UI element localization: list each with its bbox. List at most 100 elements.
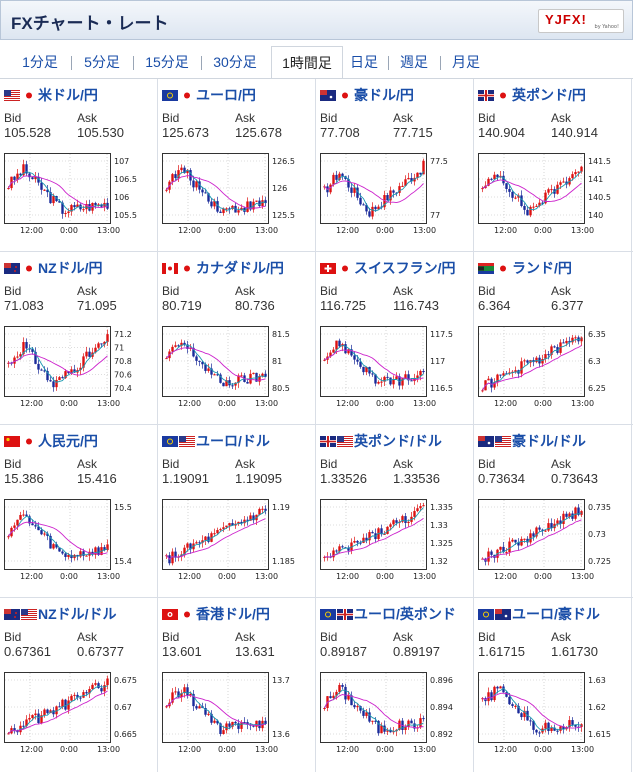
- pair-title-link[interactable]: 香港ドル/円: [162, 604, 270, 624]
- rate-card[interactable]: 米ドル/円 Bid Ask 105.528 105.530 107 106.5 106 105.…: [0, 79, 156, 251]
- y-tick-label: 1.62: [588, 703, 606, 712]
- tab-monthly[interactable]: 月足: [452, 54, 480, 70]
- rate-card[interactable]: ランド/円 Bid Ask 6.364 6.377 6.35 6.3 6.25 12:00 0:0…: [474, 252, 630, 424]
- pair-title-link[interactable]: NZドル/円: [4, 258, 103, 278]
- x-tick-label: 12:00: [20, 226, 43, 235]
- pair-title-link[interactable]: ユーロ/円: [162, 85, 256, 105]
- pair-title-link[interactable]: 人民元/円: [4, 431, 98, 451]
- rate-card[interactable]: ユーロ/豪ドル Bid Ask 1.61715 1.61730 1.63 1.62 1.615…: [474, 598, 630, 770]
- candle-body: [97, 683, 100, 689]
- bid-label: Bid: [320, 630, 338, 644]
- rate-grid: 米ドル/円 Bid Ask 105.528 105.530 107 106.5 106 105.…: [0, 78, 633, 772]
- candle-body: [344, 686, 347, 700]
- yjfx-logo[interactable]: YJFX! by Yahoo!: [538, 9, 624, 33]
- price-chart[interactable]: 0.735 0.73 0.725 12:00 0:00 13:00: [478, 499, 624, 585]
- y-tick-label: 116.5: [430, 384, 453, 393]
- tab-separator: [201, 56, 202, 70]
- candle-body: [222, 382, 225, 387]
- price-chart[interactable]: 141.5 141 140.5 140 12:00 0:00 13:00: [478, 153, 624, 239]
- rate-card[interactable]: NZドル/円 Bid Ask 71.083 71.095 71.2 71 70.8 70.6 70…: [0, 252, 156, 424]
- bid-value: 80.719: [162, 298, 202, 313]
- pair-title-link[interactable]: ユーロ/ドル: [162, 431, 270, 451]
- pair-title-link[interactable]: NZドル/ドル: [4, 604, 117, 624]
- candle-body: [76, 204, 79, 208]
- price-chart[interactable]: 107 106.5 106 105.5 12:00 0:00 13:00: [4, 153, 150, 239]
- chart-frame: [4, 499, 111, 570]
- x-tick-label: 13:00: [571, 572, 594, 581]
- candle-body: [204, 708, 207, 715]
- moving-average-long-line: [8, 521, 108, 555]
- jp-flag-icon: [21, 88, 37, 101]
- price-chart[interactable]: 77.5 77 12:00 0:00 13:00: [320, 153, 466, 239]
- rate-card[interactable]: 人民元/円 Bid Ask 15.386 15.416 15.5 15.4 12:00 0:00…: [0, 425, 156, 597]
- pair-title-link[interactable]: 米ドル/円: [4, 85, 98, 105]
- price-chart[interactable]: 0.896 0.894 0.892 12:00 0:00 13:00: [320, 672, 466, 758]
- eu-flag-icon: [162, 88, 178, 101]
- jp-flag-icon: [495, 88, 511, 101]
- candle-body: [389, 190, 392, 201]
- candle-body: [526, 209, 529, 216]
- candle-body: [335, 550, 338, 552]
- candle-body: [377, 206, 380, 210]
- candle-body: [499, 374, 502, 376]
- rate-card[interactable]: 豪ドル/ドル Bid Ask 0.73634 0.73643 0.735 0.73 0.725…: [474, 425, 630, 597]
- candle-body: [404, 179, 407, 186]
- tab-15min[interactable]: 15分足: [145, 54, 189, 70]
- price-chart[interactable]: 15.5 15.4 12:00 0:00 13:00: [4, 499, 150, 585]
- price-chart[interactable]: 1.63 1.62 1.615 12:00 0:00 13:00: [478, 672, 624, 758]
- price-chart[interactable]: 1.335 1.33 1.325 1.32 12:00 0:00 13:00: [320, 499, 466, 585]
- tab-5min[interactable]: 5分足: [84, 54, 120, 70]
- candle-body: [496, 174, 499, 178]
- price-chart[interactable]: 13.7 13.6 12:00 0:00 13:00: [162, 672, 308, 758]
- pair-title-link[interactable]: ユーロ/英ポンド: [320, 604, 456, 624]
- candle-body: [341, 685, 344, 687]
- tab-1min[interactable]: 1分足: [22, 54, 58, 70]
- price-chart[interactable]: 117.5 117 116.5 12:00 0:00 13:00: [320, 326, 466, 412]
- price-chart[interactable]: 0.675 0.67 0.665 12:00 0:00 13:00: [4, 672, 150, 758]
- rate-card[interactable]: スイスフラン/円 Bid Ask 116.725 116.743 117.5 117 116.…: [316, 252, 472, 424]
- pair-title-link[interactable]: ユーロ/豪ドル: [478, 604, 600, 624]
- rate-card[interactable]: カナダドル/円 Bid Ask 80.719 80.736 81.5 81 80.5 12:00…: [158, 252, 314, 424]
- price-chart[interactable]: 71.2 71 70.8 70.6 70.4 12:00 0:00 13:00: [4, 326, 150, 412]
- y-tick-label: 126.5: [272, 157, 295, 166]
- pair-title-link[interactable]: 英ポンド/ドル: [320, 431, 442, 451]
- rate-card[interactable]: ユーロ/ドル Bid Ask 1.19091 1.19095 1.19 1.185 12:00…: [158, 425, 314, 597]
- candle-body: [22, 725, 25, 727]
- candle-body: [544, 192, 547, 204]
- x-tick-label: 13:00: [255, 226, 278, 235]
- pair-title-link[interactable]: 英ポンド/円: [478, 85, 586, 105]
- rate-card[interactable]: 豪ドル/円 Bid Ask 77.708 77.715 77.5 77 12:00 0:00 13…: [316, 79, 472, 251]
- rate-card[interactable]: NZドル/ドル Bid Ask 0.67361 0.67377 0.675 0.67 0.66…: [0, 598, 156, 770]
- price-chart[interactable]: 126.5 126 125.5 12:00 0:00 13:00: [162, 153, 308, 239]
- rate-card[interactable]: 英ポンド/円 Bid Ask 140.904 140.914 141.5 141 140.5 1…: [474, 79, 630, 251]
- candle-body: [213, 201, 216, 207]
- candle-body: [371, 720, 374, 722]
- pair-title-link[interactable]: 豪ドル/ドル: [478, 431, 586, 451]
- pair-title-link[interactable]: ランド/円: [478, 258, 572, 278]
- rate-card[interactable]: ユーロ/英ポンド Bid Ask 0.89187 0.89197 0.896 0.894 0.…: [316, 598, 472, 770]
- candle-body: [481, 390, 484, 392]
- au-flag-icon: [478, 434, 494, 447]
- moving-average-long-line: [324, 180, 424, 204]
- pair-title-link[interactable]: スイスフラン/円: [320, 258, 455, 278]
- chart-frame: [478, 672, 585, 743]
- chart-frame: [162, 499, 269, 570]
- rate-card[interactable]: 香港ドル/円 Bid Ask 13.601 13.631 13.7 13.6 12:00 0:0…: [158, 598, 314, 770]
- rate-card[interactable]: ユーロ/円 Bid Ask 125.673 125.678 126.5 126 125.5 12…: [158, 79, 314, 251]
- candle-body: [523, 710, 526, 718]
- price-chart[interactable]: 1.19 1.185 12:00 0:00 13:00: [162, 499, 308, 585]
- moving-average-long-line: [166, 347, 266, 381]
- tab-daily[interactable]: 日足: [350, 54, 378, 70]
- pair-title-link[interactable]: 豪ドル/円: [320, 85, 414, 105]
- rate-card[interactable]: 英ポンド/ドル Bid Ask 1.33526 1.33536 1.335 1.33 1.32…: [316, 425, 472, 597]
- tab-30min[interactable]: 30分足: [213, 54, 257, 70]
- price-chart[interactable]: 6.35 6.3 6.25 12:00 0:00 13:00: [478, 326, 624, 412]
- tab-weekly[interactable]: 週足: [400, 54, 428, 70]
- price-chart[interactable]: 81.5 81 80.5 12:00 0:00 13:00: [162, 326, 308, 412]
- y-tick-label: 106: [114, 193, 129, 202]
- tab-1hour[interactable]: 1時間足: [271, 46, 343, 79]
- moving-average-long-line: [482, 692, 582, 729]
- candle-body: [511, 539, 514, 542]
- pair-title-link[interactable]: カナダドル/円: [162, 258, 284, 278]
- x-tick-label: 12:00: [494, 399, 517, 408]
